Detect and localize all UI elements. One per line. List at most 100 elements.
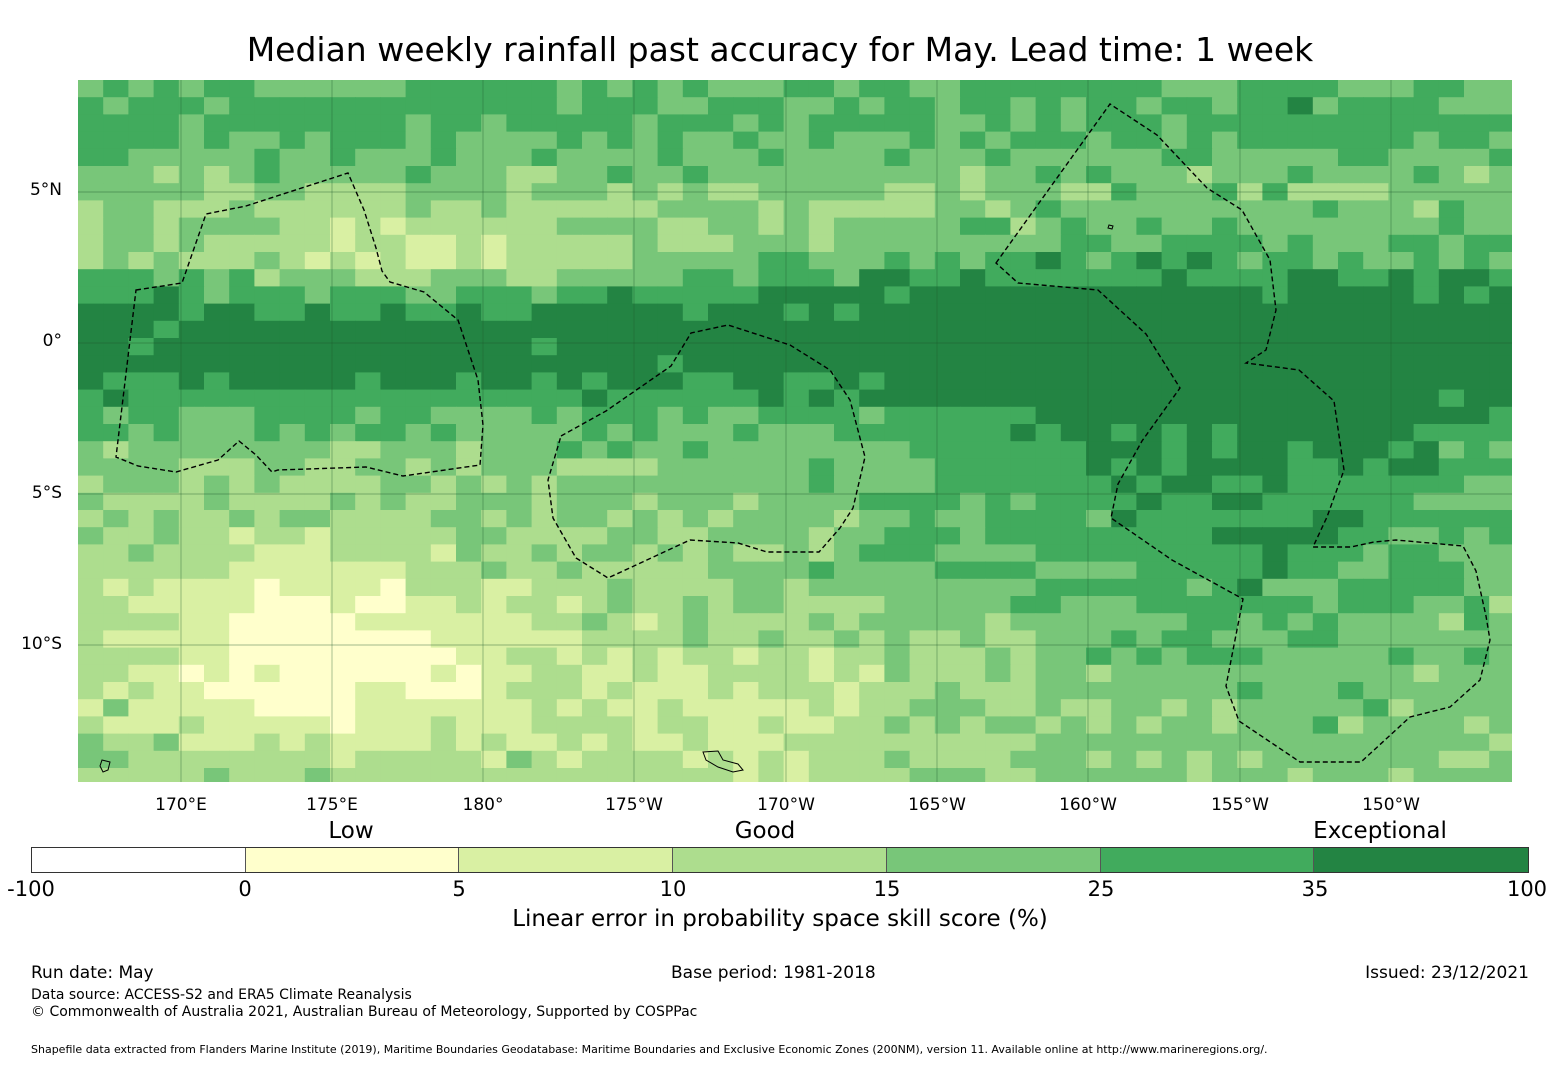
grid-cell — [1237, 716, 1263, 735]
grid-cell — [1010, 338, 1037, 356]
grid-cell — [456, 200, 482, 219]
grid-cell — [103, 647, 129, 666]
grid-cell — [1111, 475, 1137, 494]
grid-cell — [960, 286, 986, 305]
grid-cell — [985, 561, 1011, 580]
grid-cell — [758, 355, 785, 373]
grid-cell — [1312, 200, 1339, 219]
grid-cell — [632, 561, 659, 580]
grid-cell — [430, 217, 457, 236]
grid-cell — [934, 475, 961, 494]
grid-cell — [1438, 458, 1465, 477]
grid-cell — [1161, 303, 1188, 322]
grid-cell — [934, 303, 961, 322]
grid-cell — [1111, 458, 1137, 477]
grid-cell — [1060, 80, 1087, 98]
grid-cell — [481, 561, 507, 580]
grid-cell — [834, 750, 860, 769]
grid-cell — [279, 682, 306, 700]
grid-cell — [556, 200, 583, 219]
grid-cell — [934, 544, 961, 563]
grid-cell — [380, 148, 407, 167]
grid-cell — [128, 699, 155, 717]
grid-cell — [985, 699, 1011, 717]
grid-cell — [657, 699, 684, 717]
grid-cell — [380, 733, 407, 752]
grid-cell — [657, 355, 684, 373]
grid-cell — [1060, 596, 1087, 614]
grid-cell — [934, 596, 961, 614]
grid-cell — [909, 613, 936, 631]
grid-cell — [405, 355, 432, 373]
grid-cell — [1237, 131, 1263, 150]
grid-cell — [153, 441, 180, 459]
grid-cell — [708, 716, 734, 735]
grid-cell — [1186, 286, 1213, 305]
grid-cell — [1262, 733, 1289, 752]
skill-score-map — [78, 80, 1512, 782]
grid-cell — [1287, 441, 1314, 459]
grid-cell — [279, 286, 306, 305]
grid-cell — [204, 682, 230, 700]
grid-cell — [1262, 613, 1289, 631]
grid-cell — [1363, 424, 1389, 442]
grid-cell — [1262, 492, 1289, 511]
grid-cell — [1287, 372, 1314, 391]
grid-cell — [1136, 303, 1163, 322]
grid-cell — [985, 544, 1011, 563]
grid-cell — [758, 750, 785, 769]
grid-cell — [78, 527, 104, 545]
grid-cell — [859, 355, 885, 373]
grid-cell — [481, 320, 507, 339]
grid-cell — [279, 596, 306, 614]
grid-cell — [682, 647, 709, 666]
grid-cell — [1035, 750, 1062, 769]
grid-cell — [582, 475, 608, 494]
grid-cell — [708, 148, 734, 167]
grid-cell — [405, 303, 432, 322]
grid-cell — [556, 733, 583, 752]
grid-cell — [758, 217, 785, 236]
grid-cell — [531, 458, 558, 477]
grid-cell — [1413, 510, 1440, 528]
grid-cell — [78, 286, 104, 305]
grid-cell — [1489, 475, 1512, 494]
grid-cell — [1489, 716, 1512, 735]
grid-cell — [355, 458, 381, 477]
grid-cell — [430, 234, 457, 253]
grid-cell — [556, 613, 583, 631]
grid-cell — [859, 166, 885, 184]
grid-cell — [355, 372, 381, 391]
grid-cell — [279, 338, 306, 356]
grid-cell — [733, 716, 759, 735]
grid-cell — [1438, 630, 1465, 649]
grid-cell — [1111, 682, 1137, 700]
grid-cell — [330, 269, 356, 287]
grid-cell — [1262, 682, 1289, 700]
grid-cell — [531, 527, 558, 545]
grid-cell — [1086, 699, 1112, 717]
grid-cell — [153, 389, 180, 408]
grid-cell — [178, 664, 205, 683]
grid-cell — [279, 372, 306, 391]
grid-cell — [1363, 80, 1389, 98]
grid-cell — [708, 389, 734, 408]
grid-cell — [456, 286, 482, 305]
grid-cell — [808, 768, 835, 782]
grid-cell — [355, 441, 381, 459]
grid-cell — [103, 131, 129, 150]
grid-cell — [531, 217, 558, 236]
grid-cell — [304, 114, 331, 133]
grid-cell — [884, 286, 911, 305]
grid-cell — [934, 286, 961, 305]
grid-cell — [1489, 647, 1512, 666]
grid-cell — [1438, 355, 1465, 373]
grid-cell — [934, 131, 961, 150]
grid-cell — [78, 544, 104, 563]
grid-cell — [733, 613, 759, 631]
grid-cell — [1111, 561, 1137, 580]
grid-cell — [1111, 647, 1137, 666]
grid-cell — [708, 733, 734, 752]
grid-cell — [556, 269, 583, 287]
grid-cell — [1060, 647, 1087, 666]
